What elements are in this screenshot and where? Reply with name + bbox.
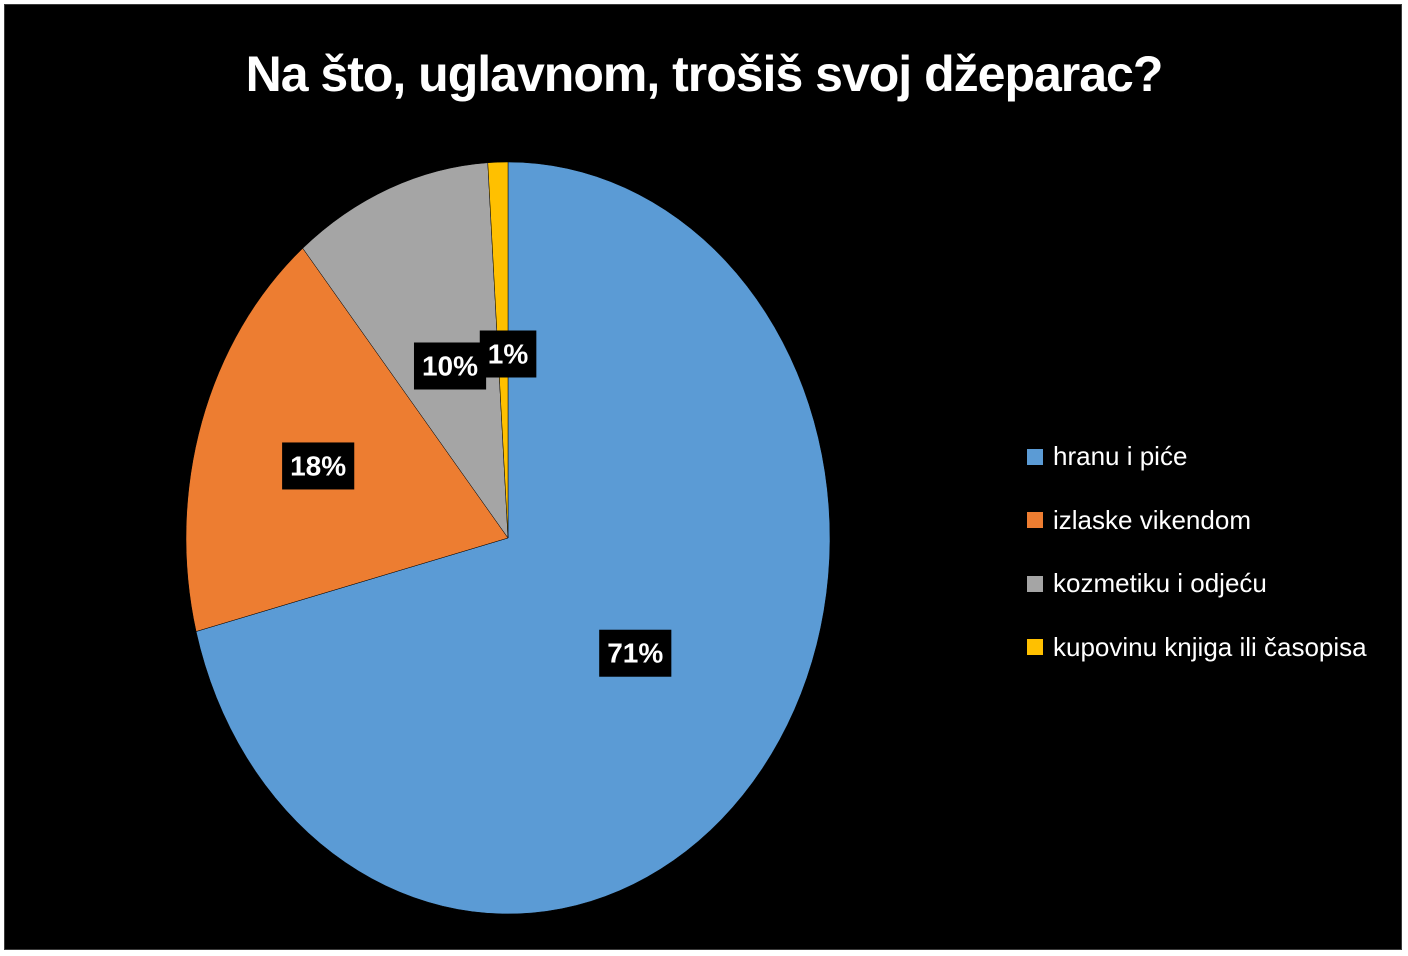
data-label-text: 18% [290, 450, 346, 481]
data-label-text: 10% [422, 351, 478, 382]
pie-slice-kozmetiku-i-odjecu [302, 162, 509, 539]
legend-item-kupovinu-knjiga-ili-casopisa: kupovinu knjiga ili časopisa [1027, 616, 1367, 680]
pie-chart: 71% 18% 10% 1% [185, 161, 831, 915]
data-label-kozmetiku-i-odjecu: 10% [413, 342, 487, 390]
chart-legend: hranu i piće izlaske vikendom kozmetiku i … [1027, 425, 1367, 679]
legend-label: kupovinu knjiga ili časopisa [1053, 631, 1367, 662]
data-label-hranu-i-pice: 71% [599, 629, 672, 677]
data-label-kupovinu-knjiga-ili-casopisa: 1% [479, 330, 537, 378]
data-label-text: 71% [607, 638, 663, 669]
chart-frame: Na što, uglavnom, trošiš svoj džeparac? … [4, 4, 1402, 950]
pie-slice-izlaske-vikendom [185, 247, 509, 632]
pie-slice-hranu-i-pice [195, 161, 831, 915]
data-label-background [479, 330, 537, 378]
data-label-izlaske-vikendom: 18% [282, 442, 355, 490]
chart-title: Na što, uglavnom, trošiš svoj džeparac? [245, 46, 1164, 102]
legend-swatch [1027, 448, 1043, 465]
legend-swatch [1027, 575, 1043, 592]
legend-item-kozmetiku-i-odjecu: kozmetiku i odjeću [1027, 552, 1367, 616]
legend-swatch [1027, 639, 1043, 656]
data-label-background [599, 629, 672, 677]
legend-label: izlaske vikendom [1053, 504, 1251, 535]
legend-item-hranu-i-pice: hranu i piće [1027, 425, 1367, 489]
legend-label: kozmetiku i odjeću [1053, 568, 1267, 599]
legend-item-izlaske-vikendom: izlaske vikendom [1027, 489, 1367, 553]
data-label-text: 1% [488, 339, 529, 370]
legend-swatch [1027, 512, 1043, 529]
data-label-background [282, 442, 355, 490]
legend-label: hranu i piće [1053, 441, 1188, 472]
data-label-background [413, 342, 487, 390]
